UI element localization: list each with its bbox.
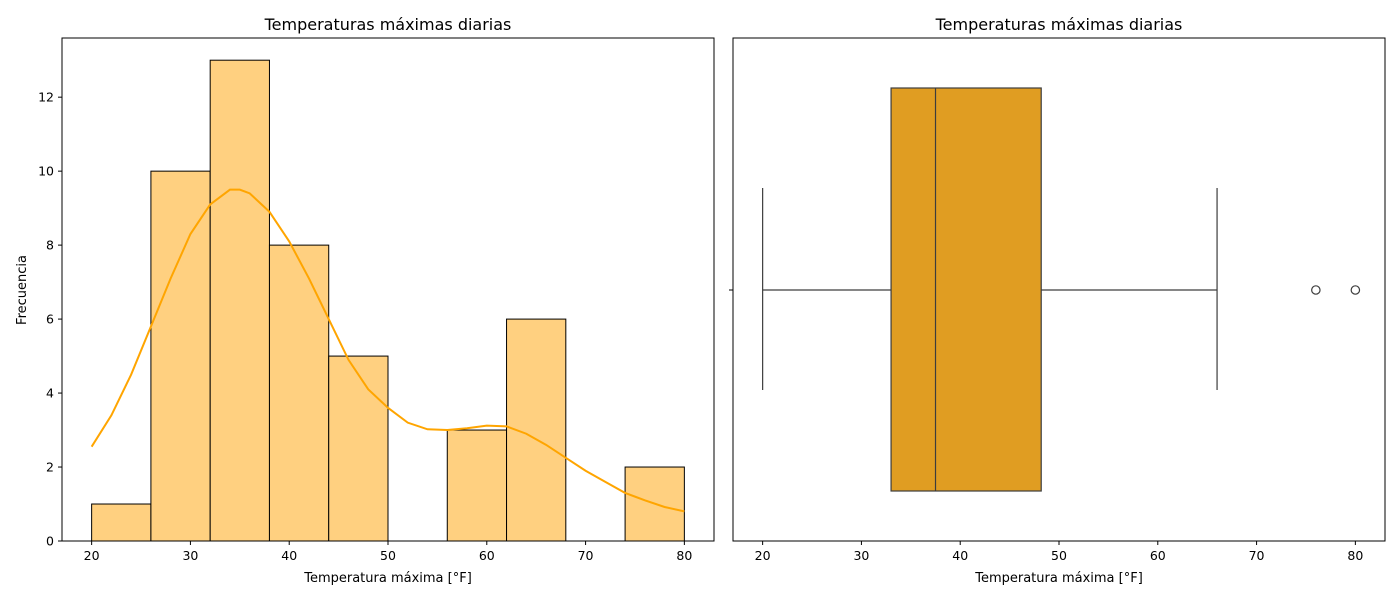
kde-line [90, 188, 685, 513]
histogram-x-tick-label: 80 [676, 548, 692, 563]
histogram-y-tick-label: 6 [46, 312, 54, 327]
boxplot-outlier [1311, 285, 1321, 295]
histogram-x-tick-label: 40 [281, 548, 297, 563]
histogram-bar-1 [150, 170, 211, 542]
histogram-y-ticks: 0 2 4 6 8 10 12 [38, 90, 62, 549]
boxplot-outlier [1350, 285, 1361, 295]
histogram-x-tick-label: 70 [578, 548, 594, 563]
boxplot-x-tick-label: 20 [755, 548, 771, 563]
histogram-x-tick-label: 30 [182, 548, 198, 563]
histogram-y-tick-label: 2 [46, 460, 54, 475]
histogram-y-tick-label: 8 [46, 238, 54, 253]
boxplot-x-tick-label: 40 [952, 548, 968, 563]
histogram-y-tick-label: 10 [38, 164, 54, 179]
histogram-x-ticks: 20 30 40 50 60 70 80 [84, 541, 692, 563]
histogram-bar-3 [268, 244, 330, 542]
boxplot-x-ticks: 20 30 40 50 60 70 80 [755, 541, 1363, 563]
histogram-bar-2 [209, 59, 270, 542]
boxplot-x-tick-label: 50 [1051, 548, 1067, 563]
histogram-bar-0 [91, 503, 152, 542]
histogram-x-axis-label: Temperatura máxima [°F] [303, 571, 472, 586]
histogram-y-axis-label: Frecuencia [15, 255, 30, 325]
boxplot-panel: Temperaturas máximas diarias 20 30 40 50 60 7… [729, 15, 1386, 586]
boxplot-x-tick-label: 70 [1249, 548, 1265, 563]
boxplot-title: Temperaturas máximas diarias [935, 15, 1183, 34]
boxplot-x-tick-label: 60 [1150, 548, 1166, 563]
boxplot-x-tick-label: 80 [1347, 548, 1363, 563]
histogram-title: Temperaturas máximas diarias [264, 15, 512, 34]
boxplot-x-axis-label: Temperatura máxima [°F] [974, 571, 1143, 586]
histogram-x-tick-label: 60 [479, 548, 495, 563]
boxplot-marks [762, 87, 1361, 492]
histogram-panel: Temperaturas máximas diarias 20 30 40 50 60 7… [15, 15, 715, 586]
histogram-bar-4 [328, 355, 389, 542]
histogram-x-tick-label: 50 [380, 548, 396, 563]
histogram-bars [91, 59, 685, 542]
histogram-x-tick-label: 20 [84, 548, 100, 563]
histogram-y-tick-label: 4 [46, 386, 54, 401]
boxplot-x-tick-label: 30 [853, 548, 869, 563]
boxplot-box [890, 87, 1042, 492]
histogram-y-tick-label: 0 [46, 534, 54, 549]
histogram-y-tick-label: 12 [38, 90, 54, 105]
histogram-bar-6 [446, 429, 508, 542]
